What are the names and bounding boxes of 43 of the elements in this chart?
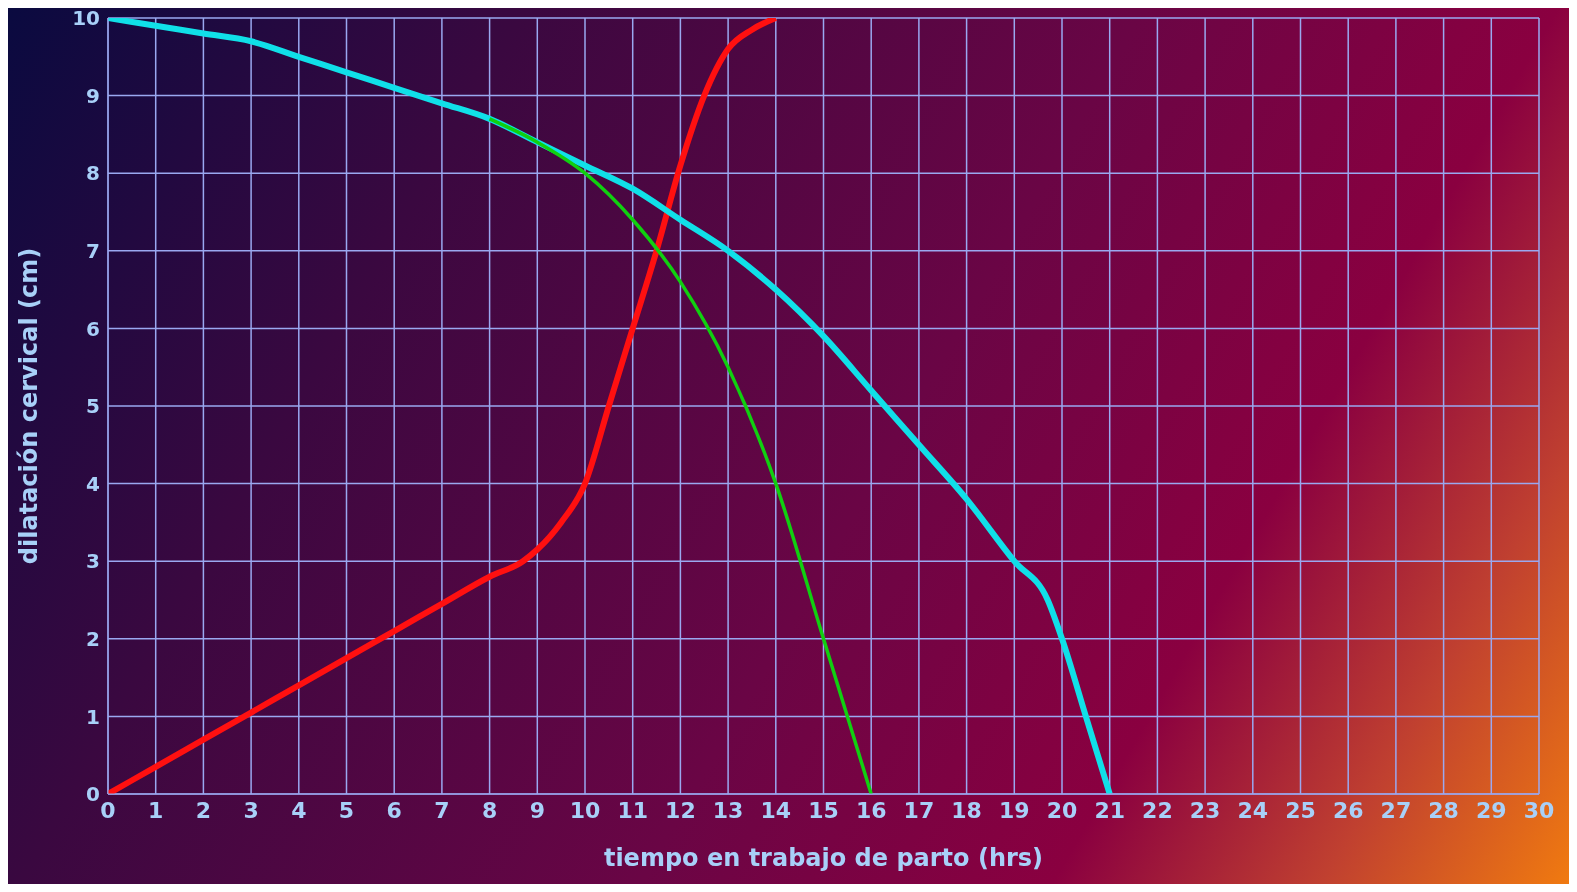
x-tick-label: 28 — [1428, 797, 1459, 823]
x-tick-label: 29 — [1475, 797, 1507, 823]
line-series — [487, 117, 873, 794]
y-tick-label: 3 — [86, 549, 100, 574]
y-tick-label: 10 — [72, 6, 100, 31]
x-tick-label: 19 — [998, 797, 1030, 823]
y-tick-label: 8 — [86, 161, 100, 186]
x-tick-label: 1 — [148, 797, 164, 823]
x-tick-label: 20 — [1046, 797, 1078, 823]
x-tick-label: 12 — [665, 797, 696, 823]
x-tick-label: 9 — [529, 797, 545, 823]
x-tick-label: 21 — [1094, 797, 1126, 823]
x-tick-label: 11 — [617, 797, 649, 823]
x-tick-label: 15 — [808, 797, 839, 823]
y-tick-label: 9 — [86, 83, 100, 108]
x-tick-label: 5 — [338, 797, 355, 823]
x-tick-label: 3 — [243, 797, 259, 823]
x-tick-label: 10 — [569, 797, 601, 823]
x-tick-label: 8 — [481, 797, 498, 823]
x-tick-label: 6 — [386, 797, 402, 823]
x-tick-label: 16 — [855, 797, 887, 823]
y-axis-title: dilatación cervical (cm) — [14, 247, 43, 565]
x-tick-label: 7 — [434, 797, 450, 823]
y-tick-label: 4 — [86, 471, 100, 496]
x-tick-label: 25 — [1285, 797, 1316, 823]
x-tick-label: 24 — [1237, 797, 1269, 823]
x-tick-label: 27 — [1380, 797, 1412, 823]
x-tick-label: 4 — [291, 797, 307, 823]
y-tick-label: 7 — [86, 238, 100, 263]
x-axis-title: tiempo en trabajo de parto (hrs) — [603, 844, 1044, 872]
x-tick-label: 2 — [195, 797, 212, 823]
y-tick-label: 1 — [86, 704, 100, 729]
x-tick-label: 30 — [1523, 797, 1555, 823]
x-tick-label: 13 — [712, 797, 744, 823]
x-tick-label: 18 — [951, 797, 982, 823]
y-tick-label: 2 — [86, 626, 100, 651]
y-tick-label: 5 — [86, 394, 100, 419]
x-tick-label: 22 — [1142, 797, 1173, 823]
x-tick-label: 23 — [1189, 797, 1221, 823]
x-tick-label: 26 — [1332, 797, 1364, 823]
x-tick-label: 14 — [760, 797, 792, 823]
x-tick-label: 17 — [903, 797, 935, 823]
y-tick-label: 6 — [86, 316, 100, 341]
